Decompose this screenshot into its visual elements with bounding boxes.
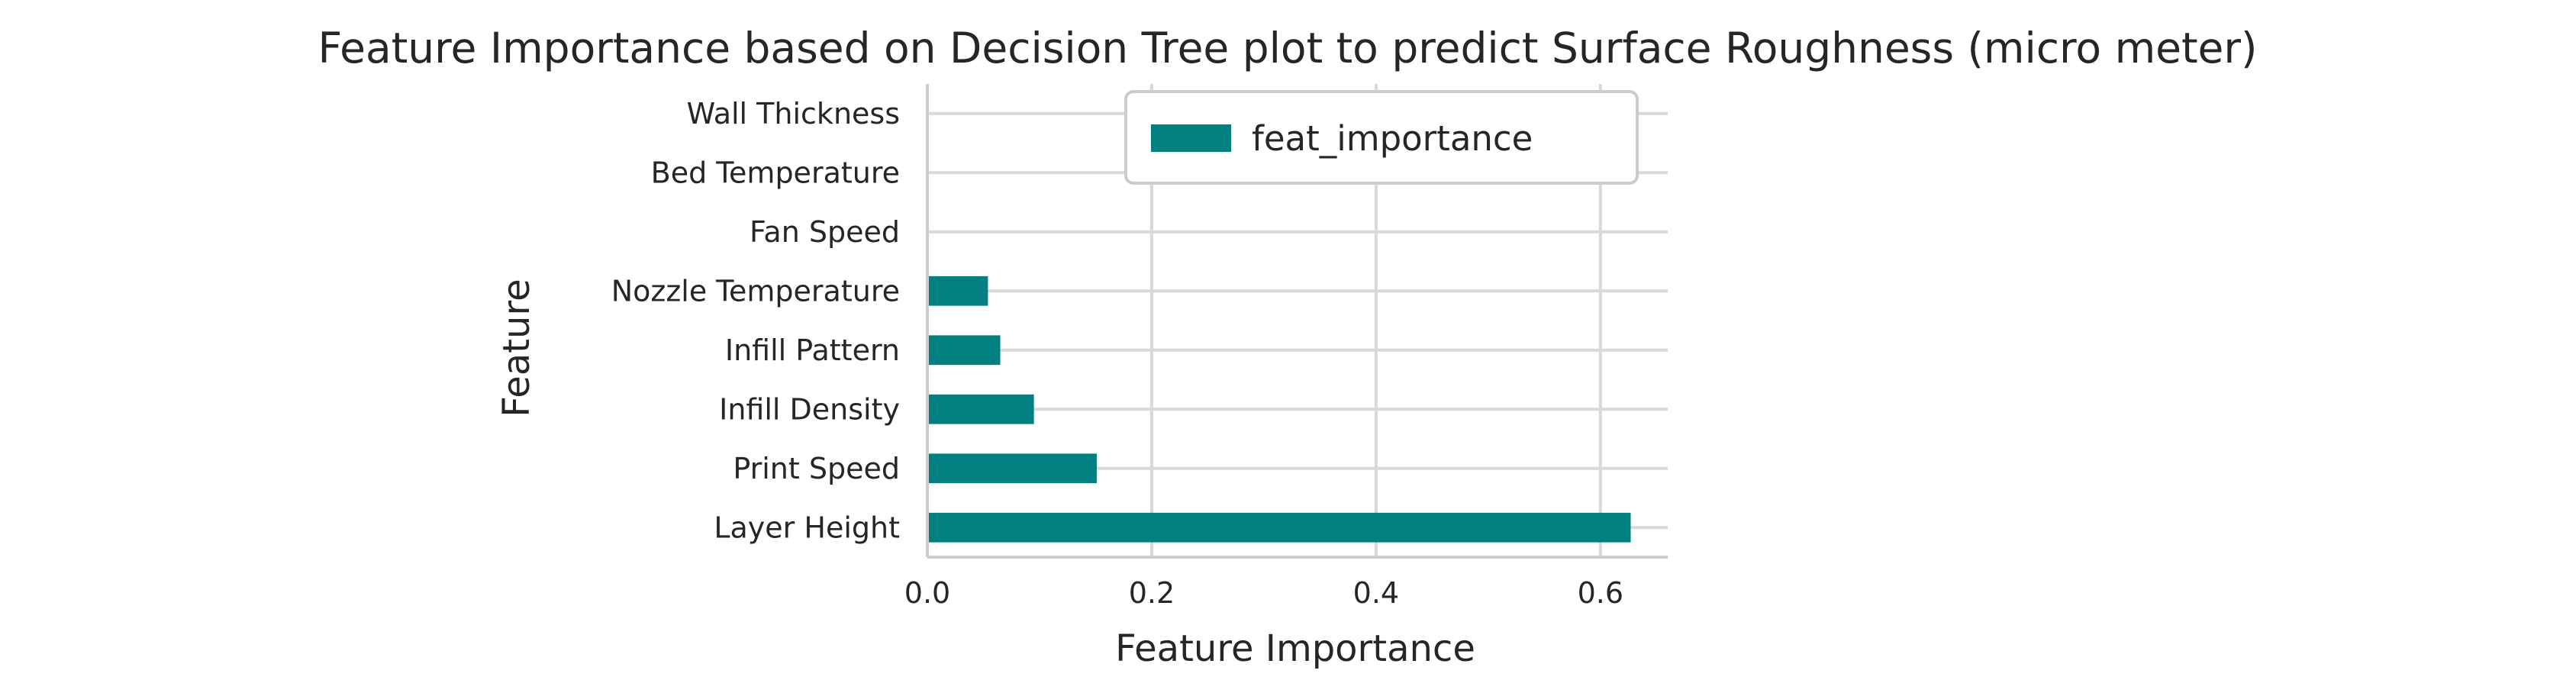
bar-infill-density <box>927 394 1034 424</box>
legend: feat_importance <box>1124 90 1639 185</box>
y-tick-label-wall-thickness: Wall Thickness <box>687 97 900 131</box>
bar-nozzle-temperature <box>927 276 988 306</box>
y-axis-label: Feature <box>495 279 538 417</box>
legend-frame <box>1124 90 1639 185</box>
y-tick-label-infill-pattern: Infill Pattern <box>725 334 900 367</box>
bar-print-speed <box>927 453 1097 484</box>
legend-swatch <box>1151 124 1231 152</box>
y-tick-label-print-speed: Print Speed <box>733 452 900 485</box>
y-tick-labels: Layer Height Print Speed Infill Density Inf… <box>611 97 900 545</box>
y-tick-label-bed-temperature: Bed Temperature <box>651 156 900 189</box>
x-tick-label-2: 0.4 <box>1353 576 1399 610</box>
x-tick-label-3: 0.6 <box>1578 576 1623 610</box>
axes-spines <box>926 84 1668 559</box>
y-tick-label-layer-height: Layer Height <box>714 511 900 544</box>
y-tick-label-fan-speed: Fan Speed <box>750 215 900 249</box>
x-tick-label-0: 0.0 <box>904 576 950 610</box>
bars <box>927 276 1631 543</box>
bar-layer-height <box>927 512 1631 543</box>
x-axis-label: Feature Importance <box>1115 627 1475 670</box>
chart-title: Feature Importance based on Decision Tre… <box>318 24 2258 73</box>
y-tick-label-nozzle-temperature: Nozzle Temperature <box>611 274 900 308</box>
x-tick-labels: 0.0 0.2 0.4 0.6 <box>904 576 1623 610</box>
legend-entry-feat-importance: feat_importance <box>1252 118 1533 159</box>
x-tick-label-1: 0.2 <box>1129 576 1175 610</box>
y-tick-label-infill-density: Infill Density <box>719 392 900 426</box>
bar-infill-pattern <box>927 335 1001 366</box>
